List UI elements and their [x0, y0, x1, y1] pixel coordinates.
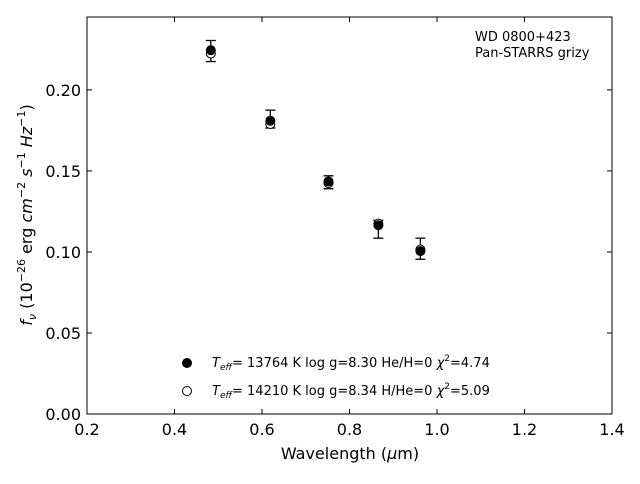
observed-error-bars — [205, 39, 426, 260]
y-tick-label: 0.15 — [45, 162, 81, 181]
y-tick-label: 0.05 — [45, 324, 81, 343]
legend-label-filled: Teff= 13764 K log g=8.30 He/H=0 χ2=4.74 — [212, 354, 490, 373]
y-tick-label: 0.00 — [45, 405, 81, 424]
legend-marker-filled — [182, 358, 192, 368]
x-tick-label: 0.4 — [162, 420, 187, 439]
legend-label-open: Teff= 14210 K log g=8.34 H/He=0 χ2=5.09 — [212, 382, 490, 401]
x-tick-label: 0.6 — [249, 420, 274, 439]
legend: Teff= 13764 K log g=8.30 He/H=0 χ2=4.74 … — [182, 354, 490, 401]
model-point-filled — [415, 246, 426, 257]
x-tick-label: 1.4 — [599, 420, 624, 439]
y-axis-ticks: 0.00 0.05 0.10 0.15 0.20 — [45, 81, 612, 424]
x-axis-label: Wavelength (μm) — [281, 444, 419, 463]
y-axis-label: fν (10−26 erg cm−2 s−1 Hz−1) — [15, 104, 39, 325]
model-point-filled — [265, 115, 276, 126]
x-axis-ticks: 0.2 0.4 0.6 0.8 1.0 1.2 1.4 — [74, 17, 625, 439]
annotation-object-name: WD 0800+423 — [475, 30, 571, 45]
y-tick-label: 0.10 — [45, 243, 81, 262]
model-point-filled — [373, 220, 384, 231]
plot-frame — [86, 16, 613, 415]
x-tick-label: 0.2 — [74, 420, 99, 439]
x-tick-label: 0.8 — [337, 420, 362, 439]
x-tick-label: 1.2 — [512, 420, 537, 439]
model-point-filled — [323, 176, 334, 187]
x-tick-label: 1.0 — [424, 420, 449, 439]
annotation-survey: Pan-STARRS grizy — [475, 46, 590, 61]
legend-marker-open — [182, 386, 192, 396]
model-point-filled — [205, 45, 216, 56]
y-tick-label: 0.20 — [45, 81, 81, 100]
model-points — [205, 45, 426, 257]
